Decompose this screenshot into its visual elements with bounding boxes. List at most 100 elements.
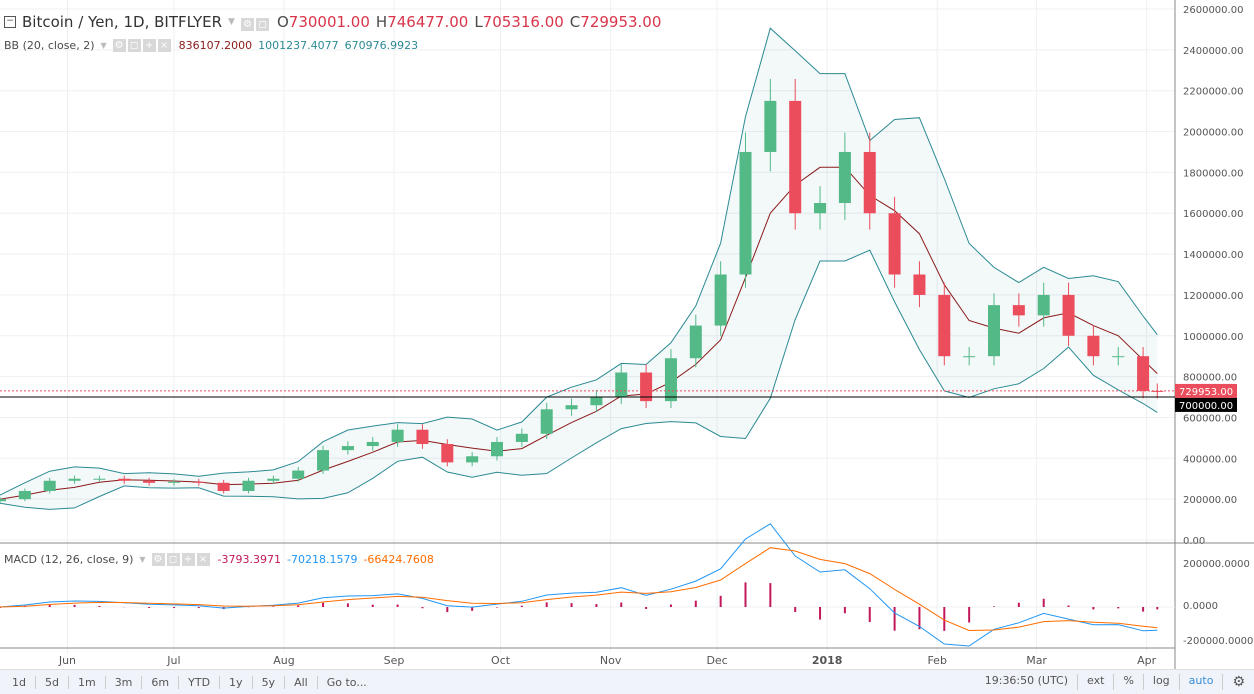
candle: [864, 152, 876, 213]
y-tick-label: 1200000.00: [1183, 291, 1243, 302]
candle: [143, 481, 155, 483]
candle: [267, 479, 279, 481]
candle: [566, 405, 578, 409]
macd-hist-bar: [1142, 607, 1144, 612]
macd-hist-bar: [1043, 599, 1045, 607]
candle: [342, 446, 354, 450]
macd-tick-label: 200000.0000: [1183, 559, 1250, 570]
hide-icon[interactable]: ◻: [167, 553, 180, 566]
candle: [19, 491, 31, 499]
macd-hist-bar: [347, 603, 349, 607]
candle: [168, 482, 180, 483]
range-1m[interactable]: 1m: [69, 676, 106, 689]
chart-canvas[interactable]: 2600000.002400000.002200000.002000000.00…: [0, 0, 1254, 669]
candle: [541, 409, 553, 434]
bb-name[interactable]: BB (20, close, 2): [4, 39, 95, 52]
candle: [740, 152, 752, 275]
macd-hist-value: -3793.3971: [218, 553, 281, 566]
macd-hist-bar: [1068, 605, 1070, 607]
macd-hist-bar: [769, 583, 771, 607]
candle: [963, 356, 975, 357]
macd-hist-bar: [496, 607, 498, 608]
goto-button[interactable]: Go to...: [318, 676, 376, 689]
macd-hist-bar: [943, 607, 945, 631]
collapse-icon[interactable]: −: [4, 16, 16, 28]
settings-icon[interactable]: ⚙: [241, 18, 254, 31]
hide-icon[interactable]: ◻: [256, 18, 269, 31]
chevron-down-icon[interactable]: ▼: [101, 41, 107, 50]
add-icon[interactable]: +: [143, 39, 156, 52]
high-value: 746477.00: [387, 13, 468, 31]
add-icon[interactable]: +: [182, 553, 195, 566]
macd-hist-bar: [571, 603, 573, 607]
range-3m[interactable]: 3m: [106, 676, 143, 689]
candle: [1063, 295, 1075, 336]
close-icon[interactable]: ×: [158, 39, 171, 52]
macd-hist-bar: [745, 582, 747, 607]
range-1y[interactable]: 1y: [220, 676, 253, 689]
macd-tick-label: -200000.0000: [1183, 636, 1253, 647]
macd-hist-bar: [1156, 607, 1158, 609]
macd-hist-bar: [620, 603, 622, 607]
macd-hist-bar: [272, 606, 274, 607]
range-ytd[interactable]: YTD: [179, 676, 220, 689]
candle: [441, 444, 453, 462]
macd-hist-bar: [521, 606, 523, 607]
clock: 19:36:50 (UTC): [976, 674, 1078, 690]
log-toggle[interactable]: log: [1144, 674, 1180, 690]
macd-hist-bar: [695, 601, 697, 607]
macd-hist-bar: [421, 607, 423, 608]
candle: [789, 101, 801, 213]
range-5d[interactable]: 5d: [36, 676, 69, 689]
x-tick-label: 2018: [812, 654, 843, 667]
x-tick-label: Aug: [273, 654, 294, 667]
x-tick-label: Oct: [491, 654, 511, 667]
ext-toggle[interactable]: ext: [1078, 674, 1114, 690]
macd-value: -70218.1579: [287, 553, 357, 566]
range-1d[interactable]: 1d: [0, 676, 36, 689]
settings-icon[interactable]: ⚙: [152, 553, 165, 566]
range-5y[interactable]: 5y: [253, 676, 286, 689]
x-tick-label: Sep: [384, 654, 405, 667]
candle: [690, 326, 702, 359]
bb-lower-value: 670976.9923: [345, 39, 418, 52]
x-tick-label: Feb: [927, 654, 946, 667]
chevron-down-icon[interactable]: ▼: [228, 17, 235, 27]
symbol-legend: − Bitcoin / Yen, 1D, BITFLYER ▼ ⚙◻ O7300…: [4, 13, 661, 31]
range-all[interactable]: All: [285, 676, 318, 689]
macd-hist-bar: [1092, 607, 1094, 609]
y-tick-label: 800000.00: [1183, 373, 1237, 384]
gear-icon[interactable]: ⚙: [1223, 674, 1254, 690]
macd-hist-bar: [720, 596, 722, 607]
x-tick-label: Nov: [600, 654, 622, 667]
candle: [1038, 295, 1050, 315]
y-tick-label: 1400000.00: [1183, 250, 1243, 261]
candle: [889, 213, 901, 274]
candle: [913, 275, 925, 295]
y-tick-label: 2600000.00: [1183, 5, 1243, 16]
candle: [0, 499, 6, 501]
percent-toggle[interactable]: %: [1114, 674, 1143, 690]
hide-icon[interactable]: ◻: [128, 39, 141, 52]
macd-hist-bar: [74, 605, 76, 607]
macd-hist-bar: [322, 603, 324, 607]
macd-name[interactable]: MACD (12, 26, close, 9): [4, 553, 133, 566]
candle: [392, 430, 404, 442]
candle: [988, 305, 1000, 356]
y-tick-label: 2000000.00: [1183, 128, 1243, 139]
macd-hist-bar: [595, 604, 597, 607]
candle: [292, 471, 304, 479]
close-icon[interactable]: ×: [197, 553, 210, 566]
candle: [367, 442, 379, 446]
macd-hist-bar: [819, 607, 821, 620]
candle: [764, 101, 776, 152]
settings-icon[interactable]: ⚙: [113, 39, 126, 52]
chevron-down-icon[interactable]: ▼: [139, 555, 145, 564]
auto-toggle[interactable]: auto: [1180, 674, 1224, 690]
candle: [466, 456, 478, 462]
symbol-title[interactable]: Bitcoin / Yen, 1D, BITFLYER: [22, 13, 222, 31]
candle: [69, 479, 81, 481]
range-6m[interactable]: 6m: [142, 676, 179, 689]
bb-basis-value: 836107.2000: [179, 39, 252, 52]
macd-hist-bar: [297, 605, 299, 607]
